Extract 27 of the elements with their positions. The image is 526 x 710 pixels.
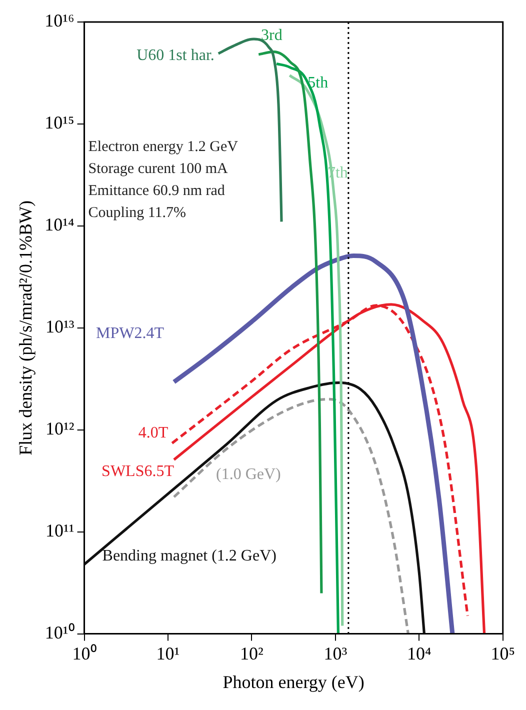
x-axis-title: Photon energy (eV) [222,672,364,692]
series-label: U60 1st har. [136,46,214,64]
y-tick-label: 10¹⁵ [44,112,74,133]
annotation: Coupling 11.7% [88,204,186,221]
x-tick-label: 10³ [324,643,348,664]
series-label: 4.0T [138,424,168,442]
series-label: Bending magnet (1.2 GeV) [102,548,276,565]
y-tick-label: 10¹⁰ [44,622,74,643]
y-tick-label: 10¹¹ [45,520,74,541]
y-tick-label: 10¹² [45,418,74,439]
annotation: Electron energy 1.2 GeV [88,138,238,155]
y-tick-label: 10¹⁶ [44,10,74,31]
annotation: Emittance 60.9 nm rad [88,182,226,199]
series-label: 3rd [261,27,282,44]
x-tick-label: 10⁴ [407,643,432,664]
y-axis-title: Flux density (ph/s/mrad²/0.1%BW) [16,200,36,456]
x-tick-label: 10⁰ [72,643,96,664]
series-label: SWLS6.5T [102,462,174,480]
x-tick-label: 10⁵ [490,643,516,664]
y-tick-label: 10¹³ [45,316,75,337]
text: MPW2.4T [96,325,164,342]
annotation: Storage curent 100 mA [88,160,228,177]
x-tick-label: 10¹ [156,643,180,664]
x-tick-label: 10² [240,643,264,664]
series-label: (1.0 GeV) [216,466,281,484]
series-label: 5th [308,74,328,92]
y-tick-label: 10¹⁴ [44,214,74,235]
